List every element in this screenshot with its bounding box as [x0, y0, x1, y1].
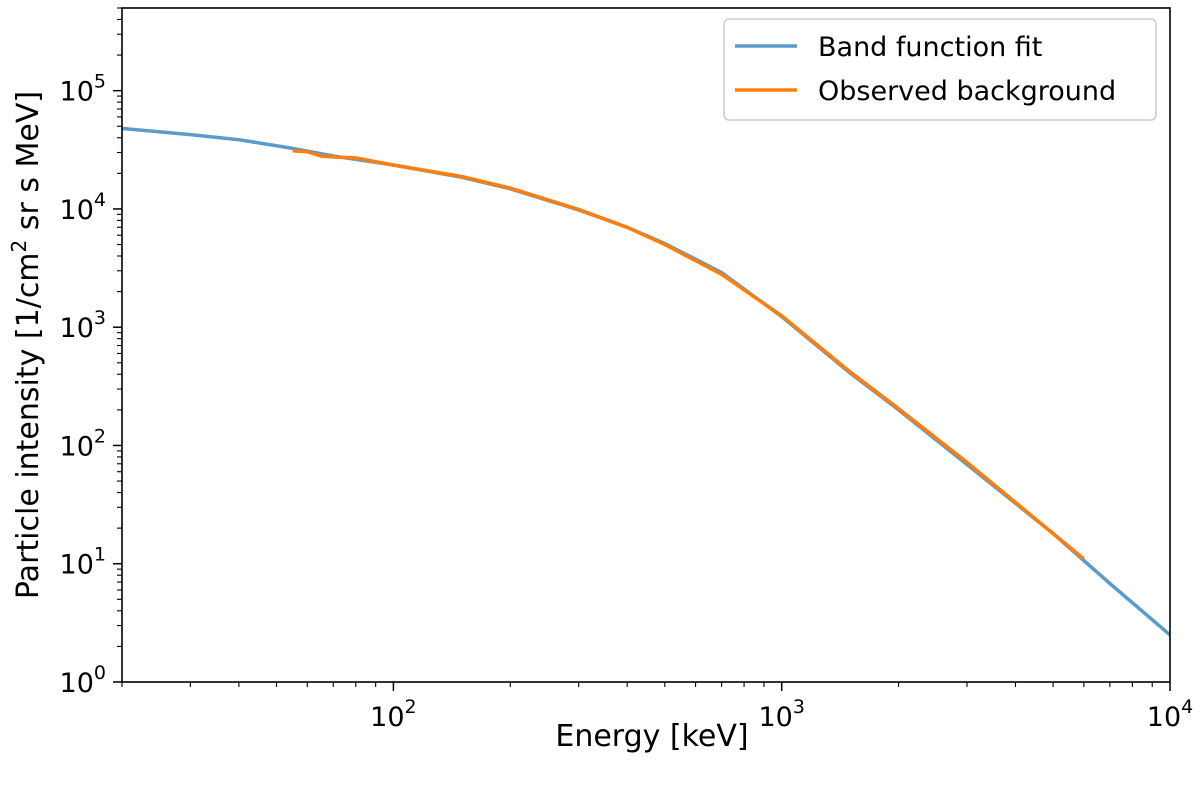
y-tick-label-base: 10	[60, 431, 94, 462]
series-layer	[121, 126, 1172, 637]
y-axis-title-suffix: sr s MeV]	[11, 91, 46, 240]
y-tick-label-exp: 2	[94, 425, 106, 447]
y-tick-label: 105	[60, 71, 106, 108]
legend-label-band-fit: Band function fit	[818, 32, 1042, 63]
y-tick-label-base: 10	[60, 668, 94, 699]
y-tick-label-base: 10	[60, 313, 94, 344]
y-tick-label-base: 10	[60, 550, 94, 581]
y-tick-label-exp: 1	[94, 544, 106, 566]
x-tick-label: 104	[1147, 696, 1193, 733]
y-tick-label-base: 10	[60, 77, 94, 108]
y-tick-label: 100	[60, 662, 106, 699]
y-axis-title-prefix: Particle intensity [1/cm	[11, 252, 46, 599]
x-tick-label-exp: 3	[793, 696, 805, 718]
legend: Band function fit Observed background	[723, 18, 1157, 121]
y-tick-label: 102	[60, 425, 106, 462]
x-tick-label: 102	[370, 696, 416, 733]
y-axis-title-sup: 2	[7, 240, 31, 253]
y-tick-label-exp: 3	[94, 307, 106, 329]
y-tick-label: 103	[60, 307, 106, 344]
y-tick-label-exp: 0	[94, 662, 106, 684]
x-tick-label: 103	[758, 696, 804, 733]
x-tick-label-base: 10	[1147, 702, 1181, 733]
legend-label-observed: Observed background	[818, 76, 1116, 107]
y-tick-label: 104	[60, 189, 106, 226]
x-tick-label-exp: 2	[405, 696, 417, 718]
y-tick-label-exp: 4	[94, 189, 106, 211]
legend-box	[723, 18, 1157, 121]
y-tick-label-exp: 5	[94, 71, 106, 93]
x-tick-label-exp: 4	[1181, 696, 1193, 718]
y-tick-label-base: 10	[60, 195, 94, 226]
x-tick-label-base: 10	[370, 702, 404, 733]
x-tick-label-base: 10	[758, 702, 792, 733]
x-axis-title: Energy [keV]	[555, 719, 748, 754]
y-tick-label: 101	[60, 544, 106, 581]
series-line-1	[292, 149, 1086, 561]
y-axis-title: Particle intensity [1/cm2 sr s MeV]	[7, 91, 46, 599]
